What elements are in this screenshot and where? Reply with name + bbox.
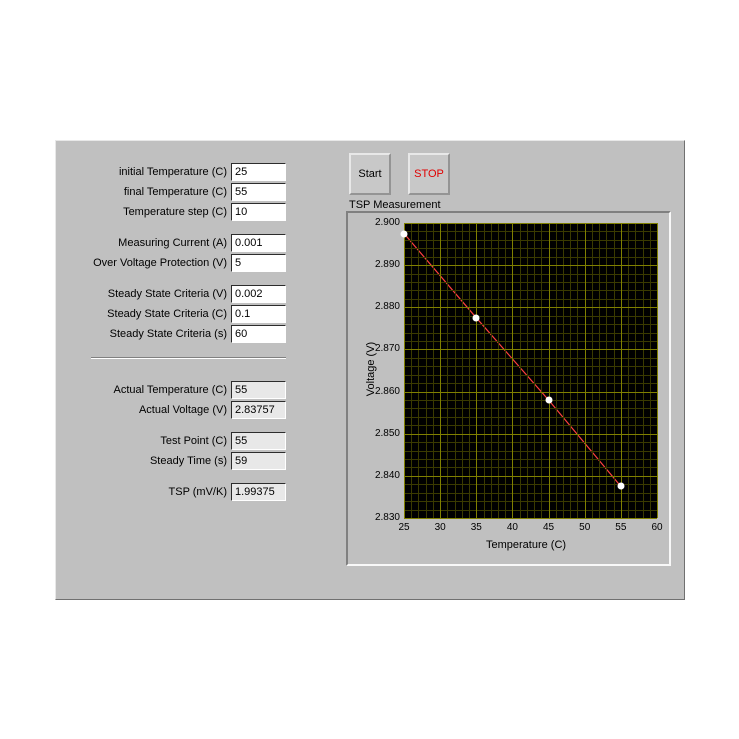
label-measuring-current: Measuring Current (A) — [66, 237, 231, 249]
start-button-label: Start — [358, 168, 381, 180]
input-over-voltage-protection[interactable] — [231, 254, 286, 272]
stop-button-label: STOP — [414, 168, 444, 180]
readout-steady-time — [231, 452, 286, 470]
chart-plot-area — [404, 223, 657, 518]
label-actual-voltage: Actual Voltage (V) — [66, 404, 231, 416]
readout-actual-temperature — [231, 381, 286, 399]
label-final-temperature: final Temperature (C) — [66, 186, 231, 198]
input-final-temperature[interactable] — [231, 183, 286, 201]
chart-ytick: 2.850 — [360, 428, 400, 439]
chart-ytick: 2.880 — [360, 301, 400, 312]
label-ssc-c: Steady State Criteria (C) — [66, 308, 231, 320]
chart-xtick: 25 — [392, 522, 416, 533]
label-initial-temperature: initial Temperature (C) — [66, 166, 231, 178]
chart-line-svg — [404, 223, 657, 518]
label-ssc-v: Steady State Criteria (V) — [66, 288, 231, 300]
chart-data-point — [401, 230, 408, 237]
chart-xtick: 40 — [500, 522, 524, 533]
chart-ylabel: Voltage (V) — [365, 329, 377, 409]
chart-data-point — [545, 397, 552, 404]
input-temperature-step[interactable] — [231, 203, 286, 221]
label-steady-time: Steady Time (s) — [66, 455, 231, 467]
chart-ytick: 2.890 — [360, 259, 400, 270]
chart-xtick: 50 — [573, 522, 597, 533]
label-over-voltage-protection: Over Voltage Protection (V) — [66, 257, 231, 269]
divider — [91, 357, 286, 359]
chart-xtick: 35 — [464, 522, 488, 533]
input-measuring-current[interactable] — [231, 234, 286, 252]
input-ssc-s[interactable] — [231, 325, 286, 343]
start-button[interactable]: Start — [349, 153, 391, 195]
main-panel: Start STOP initial Temperature (C) final… — [55, 140, 685, 600]
input-ssc-c[interactable] — [231, 305, 286, 323]
chart-ytick: 2.840 — [360, 470, 400, 481]
chart-ytick: 2.860 — [360, 386, 400, 397]
chart-ytick: 2.870 — [360, 343, 400, 354]
chart-xtick: 55 — [609, 522, 633, 533]
chart-data-point — [617, 483, 624, 490]
readout-test-point — [231, 432, 286, 450]
input-ssc-v[interactable] — [231, 285, 286, 303]
chart-xlabel: Temperature (C) — [486, 539, 566, 551]
chart-xtick: 30 — [428, 522, 452, 533]
chart-xtick: 60 — [645, 522, 669, 533]
readout-tsp — [231, 483, 286, 501]
chart-xtick: 45 — [537, 522, 561, 533]
label-temperature-step: Temperature step (C) — [66, 206, 231, 218]
label-ssc-s: Steady State Criteria (s) — [66, 328, 231, 340]
label-actual-temperature: Actual Temperature (C) — [66, 384, 231, 396]
label-tsp: TSP (mV/K) — [66, 486, 231, 498]
chart-title: TSP Measurement — [349, 199, 441, 211]
chart-ytick: 2.900 — [360, 217, 400, 228]
stop-button[interactable]: STOP — [408, 153, 450, 195]
input-initial-temperature[interactable] — [231, 163, 286, 181]
readout-actual-voltage — [231, 401, 286, 419]
label-test-point: Test Point (C) — [66, 435, 231, 447]
chart-data-point — [473, 314, 480, 321]
